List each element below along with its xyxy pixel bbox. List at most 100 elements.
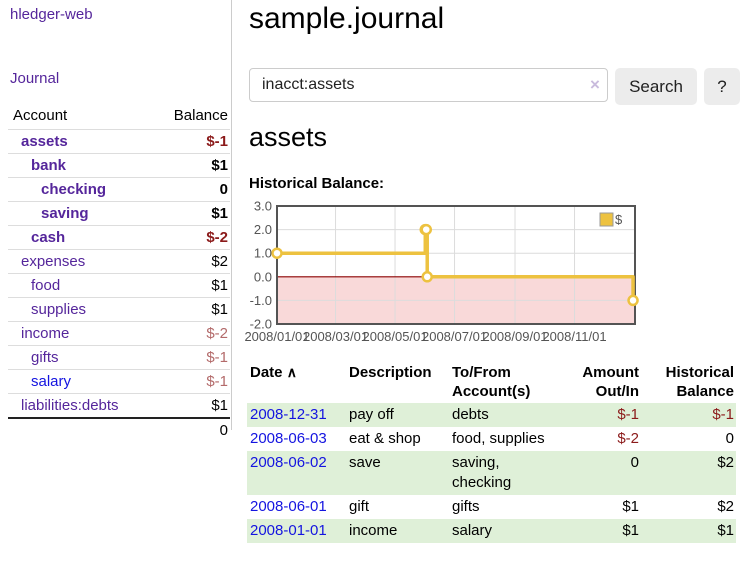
- register-table: Date ∧ Description To/From Account(s) Am…: [247, 361, 736, 543]
- y-tick-label: 3.0: [254, 200, 272, 214]
- transaction-row: 2008-01-01 income salary $1 $1: [247, 519, 736, 543]
- transaction-balance: 0: [725, 430, 734, 447]
- account-link-checking[interactable]: checking: [41, 181, 107, 198]
- transaction-balance: $-1: [712, 406, 734, 423]
- description-column-header: Description: [349, 364, 432, 381]
- data-point-marker: [420, 223, 432, 236]
- register-header-row: Date ∧ Description To/From Account(s) Am…: [247, 361, 736, 403]
- transaction-date-link[interactable]: 2008-06-03: [250, 430, 327, 447]
- account-row: cash $-2: [8, 225, 230, 250]
- y-tick-label: -2.0: [250, 317, 272, 332]
- account-row: supplies $1: [8, 297, 230, 322]
- account-page-title: assets: [249, 122, 328, 152]
- accounts-column-header: To/From Account(s): [452, 364, 531, 400]
- sidebar-item-journal[interactable]: Journal: [10, 70, 60, 87]
- account-balance: $-1: [150, 369, 230, 394]
- account-link-assets[interactable]: assets: [21, 133, 68, 150]
- transaction-amount: $1: [622, 522, 639, 539]
- transaction-description: eat & shop: [349, 430, 421, 447]
- data-point-marker: [421, 271, 433, 283]
- account-link-bank[interactable]: bank: [31, 157, 67, 174]
- app-title-link[interactable]: hledger-web: [10, 6, 93, 23]
- account-link-liabilities-debts[interactable]: liabilities:debts: [21, 397, 119, 414]
- search-input[interactable]: [249, 68, 608, 102]
- transaction-row: 2008-06-01 gift gifts $1 $2: [247, 495, 736, 519]
- sidebar-divider: [231, 0, 232, 430]
- x-tick-label: 2008/07/01: [422, 329, 487, 344]
- account-balance: $-2: [150, 225, 230, 250]
- transaction-accounts: debts: [452, 406, 489, 423]
- y-tick-label: 2.0: [254, 222, 272, 237]
- transaction-date-link[interactable]: 2008-01-01: [250, 522, 327, 539]
- legend-label: $: [615, 212, 623, 227]
- transaction-balance: $2: [717, 454, 734, 471]
- account-balance: $1: [150, 153, 230, 178]
- account-link-saving[interactable]: saving: [41, 205, 89, 222]
- account-row: income $-2: [8, 321, 230, 346]
- transaction-accounts: salary: [452, 522, 493, 539]
- transaction-date-link[interactable]: 2008-06-02: [250, 454, 327, 471]
- data-point-marker: [627, 294, 639, 307]
- account-link-gifts[interactable]: gifts: [31, 349, 59, 366]
- account-row: salary $-1: [8, 369, 230, 394]
- register-body: 2008-12-31 pay off debts $-1 $-1 2008-06-03 ea…: [247, 403, 736, 543]
- account-row: bank $1: [8, 153, 230, 178]
- account-balance: $1: [150, 201, 230, 226]
- account-balance: $-2: [150, 321, 230, 346]
- account-column-header: Account: [8, 102, 151, 130]
- transaction-balance: $1: [717, 522, 734, 539]
- accounts-total-value: 0: [150, 417, 230, 442]
- account-balance: 0: [150, 177, 230, 202]
- account-balance: $1: [150, 297, 230, 322]
- account-row: liabilities:debts $1: [8, 393, 230, 419]
- account-row: expenses $2: [8, 249, 230, 274]
- page-title: sample.journal: [249, 2, 445, 35]
- account-balance: $1: [150, 273, 230, 298]
- x-tick-label: 2008/03/01: [303, 329, 368, 344]
- chart-label: Historical Balance:: [249, 175, 385, 192]
- balance-column-header-main: Historical Balance: [665, 364, 734, 400]
- account-link-supplies[interactable]: supplies: [31, 301, 87, 318]
- x-tick-label: 2008/01/01: [245, 329, 310, 344]
- clear-search-icon[interactable]: ×: [590, 75, 600, 94]
- data-point-marker: [271, 247, 283, 259]
- date-column-header[interactable]: Date ∧: [250, 364, 297, 381]
- transaction-accounts: gifts: [452, 498, 480, 515]
- transaction-date-link[interactable]: 2008-06-01: [250, 498, 327, 515]
- transaction-description: pay off: [349, 406, 394, 423]
- account-row: checking 0: [8, 177, 230, 202]
- transaction-date-link[interactable]: 2008-12-31: [250, 406, 327, 423]
- transaction-row: 2008-12-31 pay off debts $-1 $-1: [247, 403, 736, 427]
- transaction-amount: $-1: [617, 406, 639, 423]
- x-tick-label: 2008/11/01: [542, 329, 606, 344]
- account-link-cash[interactable]: cash: [31, 229, 66, 246]
- accounts-header-row: Account Balance: [8, 102, 230, 130]
- transaction-description: income: [349, 522, 398, 539]
- account-row: food $1: [8, 273, 230, 298]
- account-link-food[interactable]: food: [31, 277, 61, 294]
- search-button[interactable]: Search: [615, 68, 697, 105]
- plot-border: [276, 205, 636, 325]
- transaction-amount: $-2: [617, 430, 639, 447]
- accounts-total-row: 0: [8, 417, 230, 442]
- account-link-salary[interactable]: salary: [31, 373, 72, 390]
- account-link-expenses[interactable]: expenses: [21, 253, 86, 270]
- transaction-row: 2008-06-02 save saving, checking 0 $2: [247, 451, 736, 495]
- x-tick-label: 2008/05/01: [362, 329, 427, 344]
- transaction-description: gift: [349, 498, 370, 515]
- sidebar-accounts-table: Account Balance assets $-1 bank $1 checking 0…: [8, 102, 230, 442]
- account-link-income[interactable]: income: [21, 325, 70, 342]
- transaction-accounts: food, supplies: [452, 430, 545, 447]
- help-button[interactable]: ?: [704, 68, 740, 105]
- amount-column-header: Amount Out/In: [582, 364, 639, 400]
- x-tick-label: 2008/09/01: [482, 329, 547, 344]
- account-balance: $-1: [150, 345, 230, 370]
- account-balance: $1: [150, 393, 230, 419]
- transaction-accounts: saving, checking: [452, 454, 512, 491]
- transaction-balance: $2: [717, 498, 734, 515]
- historical-balance-chart: $3.0 2.0 1.0 0.0 -1.0 -2.02008/01/012008/03/0…: [245, 200, 639, 344]
- balance-column-header: Balance: [150, 102, 230, 130]
- y-tick-label: 0.0: [254, 269, 272, 284]
- transaction-amount: $1: [622, 498, 639, 515]
- account-row: assets $-1: [8, 129, 230, 154]
